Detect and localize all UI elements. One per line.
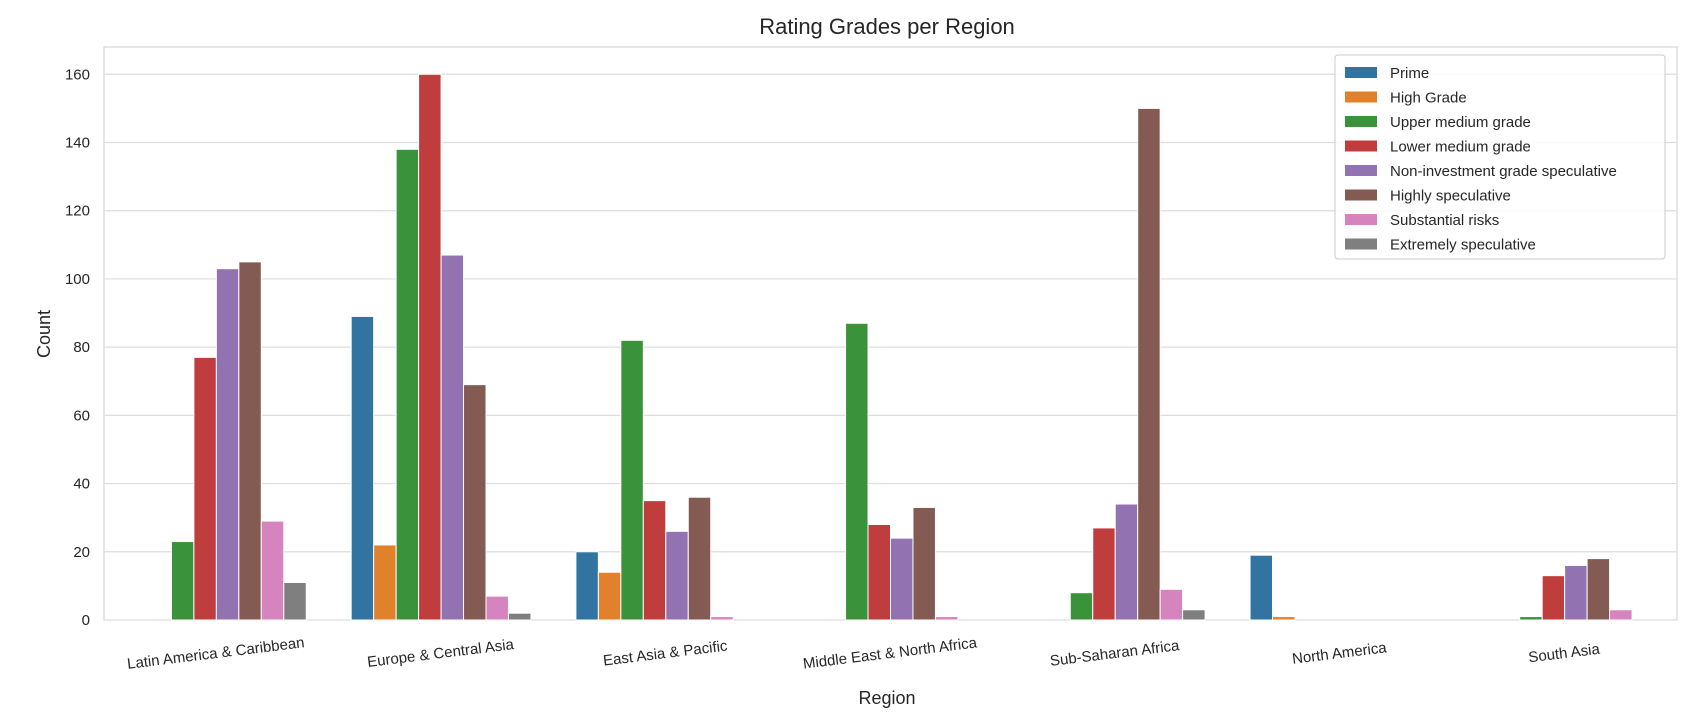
bar xyxy=(1609,609,1633,621)
bar xyxy=(710,616,734,621)
bar xyxy=(665,530,689,621)
y-tick-label: 160 xyxy=(65,66,90,83)
legend-swatch xyxy=(1345,140,1377,152)
legend-swatch xyxy=(1345,165,1377,176)
x-tick-label: Middle East & North Africa xyxy=(802,634,978,672)
y-tick-label: 60 xyxy=(73,407,90,424)
bar xyxy=(912,506,936,621)
x-tick-label: South Asia xyxy=(1527,641,1601,667)
chart-title: Rating Grades per Region xyxy=(759,14,1015,39)
y-tick-label: 100 xyxy=(65,271,90,288)
y-axis-ticks: 0 20 40 60 80 100 120 140 160 xyxy=(65,66,90,629)
bar xyxy=(575,551,599,621)
y-tick-label: 20 xyxy=(73,544,90,561)
bar xyxy=(350,315,375,621)
legend-box xyxy=(1334,54,1666,260)
bar xyxy=(1586,558,1611,621)
bar xyxy=(597,571,622,621)
y-tick-label: 40 xyxy=(73,476,90,493)
x-tick-label: Europe & Central Asia xyxy=(366,636,515,671)
legend-swatch xyxy=(1345,116,1377,127)
bar xyxy=(440,254,465,621)
bar xyxy=(507,612,532,621)
bar xyxy=(1069,592,1094,621)
x-tick-label: East Asia & Pacific xyxy=(602,637,729,669)
bar xyxy=(890,537,914,621)
legend-label: Non-investment grade speculative xyxy=(1390,163,1617,180)
x-tick-label: Latin America & Caribbean xyxy=(126,634,305,673)
legend-label: Extremely speculative xyxy=(1390,237,1536,254)
y-tick-label: 0 xyxy=(82,612,90,629)
legend-label: Substantial risks xyxy=(1390,212,1499,229)
bar xyxy=(193,356,217,621)
bar xyxy=(373,544,397,621)
bar xyxy=(260,520,285,621)
bars xyxy=(170,73,1633,621)
legend-label: Upper medium grade xyxy=(1390,114,1531,131)
y-tick-label: 120 xyxy=(65,203,90,220)
legend-label: Prime xyxy=(1390,65,1429,82)
y-axis-label: Count xyxy=(34,310,54,358)
bar xyxy=(215,268,240,621)
bar xyxy=(1159,588,1184,621)
bar xyxy=(283,581,307,621)
bar xyxy=(1092,527,1116,621)
legend-swatch xyxy=(1345,189,1377,201)
bar xyxy=(845,322,869,621)
y-tick-label: 80 xyxy=(73,339,90,356)
bar xyxy=(1519,616,1543,621)
legend-swatch xyxy=(1345,214,1377,225)
x-tick-label: Sub-Saharan Africa xyxy=(1049,637,1181,670)
bar xyxy=(1272,616,1296,621)
legend-label: Highly speculative xyxy=(1390,188,1511,205)
bar xyxy=(1249,554,1274,621)
bar xyxy=(1564,564,1588,621)
bar xyxy=(687,496,712,621)
legend-swatch xyxy=(1345,91,1377,103)
bar xyxy=(1541,575,1566,621)
legend-label: High Grade xyxy=(1390,90,1467,107)
bar xyxy=(620,339,644,621)
bar xyxy=(170,541,195,621)
bar xyxy=(867,524,891,621)
bar xyxy=(485,595,509,621)
legend-label: Lower medium grade xyxy=(1390,139,1531,156)
bar xyxy=(1137,107,1161,621)
x-tick-label: North America xyxy=(1291,639,1388,668)
x-axis-label: Region xyxy=(858,688,915,708)
bar xyxy=(463,384,487,621)
bar xyxy=(238,261,262,621)
legend-swatch xyxy=(1345,238,1377,250)
bar xyxy=(395,148,420,621)
bar xyxy=(418,73,442,621)
y-tick-label: 140 xyxy=(65,135,90,152)
legend-swatch xyxy=(1345,67,1377,78)
bar xyxy=(642,500,667,621)
bar xyxy=(1182,609,1206,621)
legend: Prime High Grade Upper medium grade Lower m… xyxy=(1334,54,1666,260)
bar xyxy=(1114,503,1139,621)
x-axis-ticks: Latin America & Caribbean Europe & Centra… xyxy=(126,634,1601,673)
bar xyxy=(934,616,959,621)
